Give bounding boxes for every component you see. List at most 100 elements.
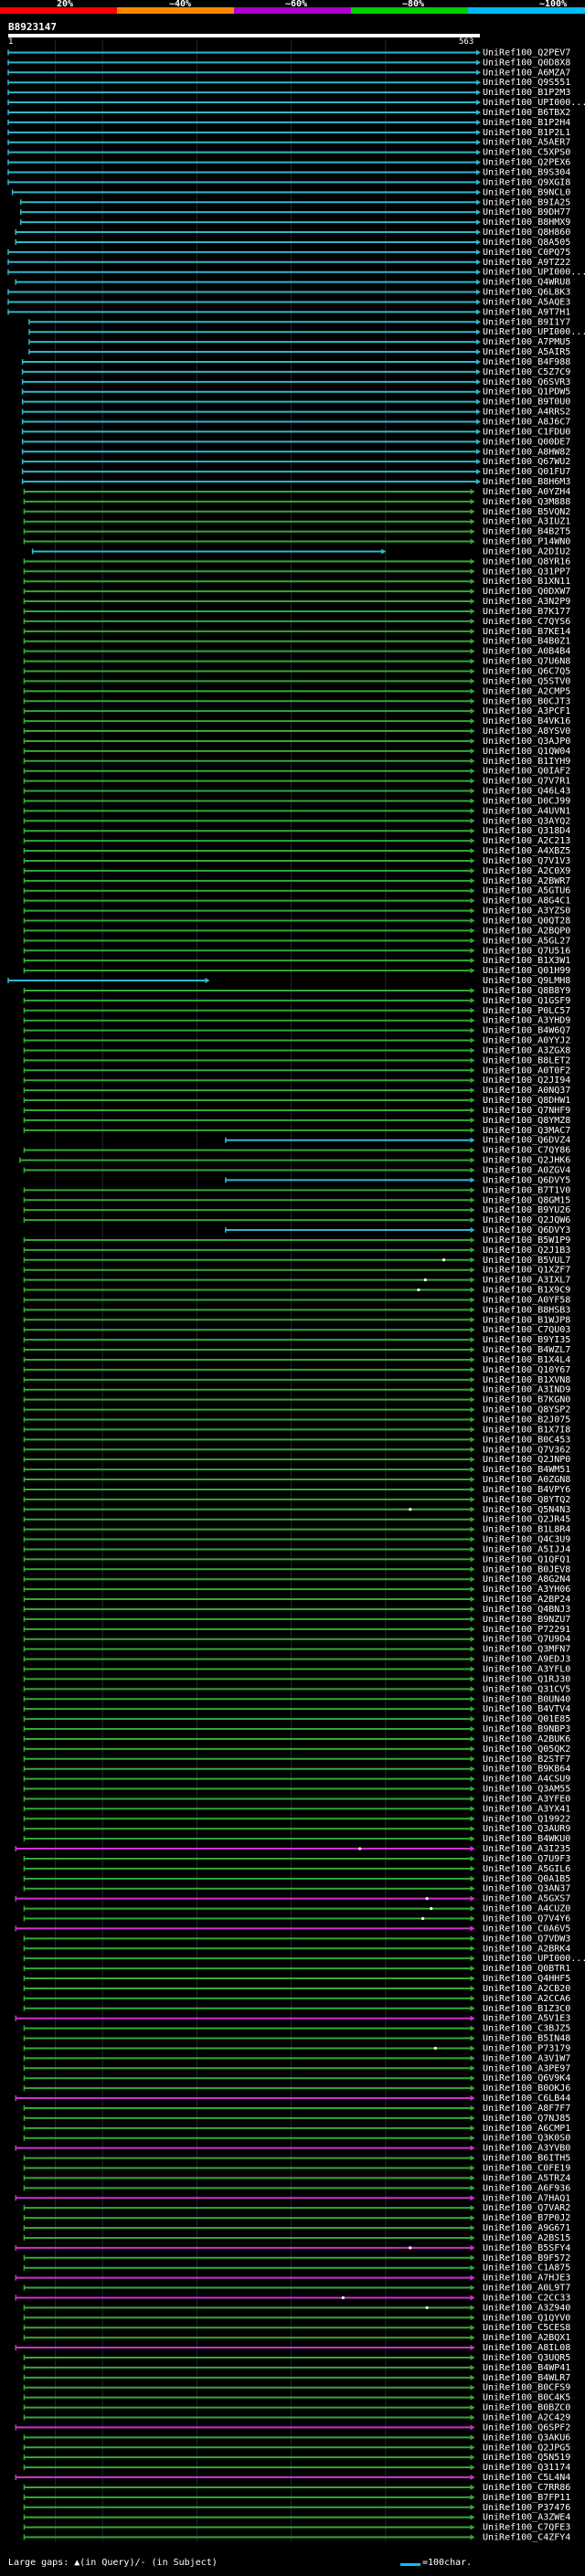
hit-row[interactable]: UniRef100_D0CJ99 [23,796,570,806]
hit-row[interactable]: UniRef100_A3Z940 [23,2303,570,2313]
hit-row[interactable]: UniRef100_A5V1E3 [15,2014,570,2024]
hit-label[interactable]: UniRef100_C7QFE3 [483,2523,570,2533]
hit-row[interactable]: UniRef100_Q0QT28 [23,917,570,927]
hit-row[interactable]: UniRef100_A2CB20 [23,1984,570,1994]
hit-label[interactable]: UniRef100_A5IJJ4 [483,1544,570,1554]
hit-row[interactable]: UniRef100_A2C213 [23,836,570,846]
hit-row[interactable]: UniRef100_A5IJJ4 [23,1544,570,1554]
hit-label[interactable]: UniRef100_A3PE97 [483,2063,570,2073]
hit-row[interactable]: UniRef100_A5TRZ4 [23,2173,570,2183]
hit-label[interactable]: UniRef100_B9I1Y7 [483,317,570,327]
hit-label[interactable]: UniRef100_A8G4C1 [483,896,570,906]
hit-row[interactable]: UniRef100_A0L9T7 [23,2284,570,2294]
hit-row[interactable]: UniRef100_B0C453 [23,1435,570,1445]
hit-label[interactable]: UniRef100_A3PCF1 [483,706,570,716]
hit-row[interactable]: UniRef100_B9NCL0 [11,187,571,197]
hit-label[interactable]: UniRef100_Q1QYV0 [483,2313,570,2323]
hit-row[interactable]: UniRef100_Q67WU2 [21,457,571,467]
hit-label[interactable]: UniRef100_Q0IAF2 [483,767,570,777]
hit-label[interactable]: UniRef100_B7KGN0 [483,1395,570,1405]
hit-label[interactable]: UniRef100_A2CMP5 [483,686,570,696]
hit-label[interactable]: UniRef100_C3BJZ5 [483,2024,570,2034]
hit-label[interactable]: UniRef100_Q2J1B3 [483,1246,570,1256]
hit-label[interactable]: UniRef100_Q7V1V3 [483,856,570,866]
hit-row[interactable]: UniRef100_B1P2H4 [7,118,570,128]
hit-row[interactable]: UniRef100_Q2JNP0 [23,1455,570,1465]
hit-row[interactable]: UniRef100_B5VQN2 [23,507,570,517]
hit-row[interactable]: UniRef100_A5AER7 [7,138,570,148]
hit-label[interactable]: UniRef100_D0CJ99 [483,796,570,806]
hit-row[interactable]: UniRef100_Q5N4N3 [23,1505,570,1515]
hit-row[interactable]: UniRef100_B7FP11 [23,2493,570,2503]
hit-label[interactable]: UniRef100_B1P2M3 [483,88,570,98]
hit-label[interactable]: UniRef100_Q8YSP2 [483,1405,570,1415]
hit-row[interactable]: UniRef100_B1IYH9 [23,757,570,767]
hit-row[interactable]: UniRef100_B4B2T5 [23,527,570,537]
hit-label[interactable]: UniRef100_Q01FU7 [483,467,570,477]
hit-label[interactable]: UniRef100_Q8GM15 [483,1195,570,1205]
hit-label[interactable]: UniRef100_Q4C3U9 [483,1535,570,1545]
hit-row[interactable]: UniRef100_B1WJP8 [23,1315,570,1325]
hit-row[interactable]: UniRef100_B0UN40 [23,1694,570,1704]
hit-row[interactable]: UniRef100_Q3AN37 [23,1884,570,1894]
hit-row[interactable]: UniRef100_B1P2M3 [7,88,570,98]
hit-label[interactable]: UniRef100_B4WZL7 [483,1345,570,1355]
hit-row[interactable]: UniRef100_Q2JR45 [23,1515,570,1525]
hit-label[interactable]: UniRef100_C5CES8 [483,2323,570,2333]
hit-label[interactable]: UniRef100_Q7U516 [483,946,570,956]
hit-label[interactable]: UniRef100_A3ZGX8 [483,1045,570,1055]
hit-label[interactable]: UniRef100_P72291 [483,1625,570,1635]
hit-row[interactable]: UniRef100_C5CES8 [23,2323,570,2333]
hit-label[interactable]: UniRef100_Q1XZF7 [483,1266,570,1276]
hit-label[interactable]: UniRef100_A6CMP1 [483,2124,570,2134]
hit-row[interactable]: UniRef100_Q6SVR3 [21,377,571,387]
hit-label[interactable]: UniRef100_B5W1P9 [483,1235,570,1246]
hit-row[interactable]: UniRef100_B7K177 [23,607,570,617]
hit-label[interactable]: UniRef100_P0LC57 [483,1006,570,1016]
hit-label[interactable]: UniRef100_Q5N519 [483,2453,570,2463]
hit-row[interactable]: UniRef100_B5VUL7 [23,1256,570,1266]
hit-row[interactable]: UniRef100_Q1QW04 [23,747,570,757]
hit-row[interactable]: UniRef100_C6LB44 [15,2094,570,2104]
hit-row[interactable]: UniRef100_Q9S551 [7,78,570,88]
hit-label[interactable]: UniRef100_A7HJE3 [483,2274,570,2284]
hit-row[interactable]: UniRef100_A3PCF1 [23,706,570,716]
hit-row[interactable]: UniRef100_Q6DVY5 [225,1175,571,1185]
hit-label[interactable]: UniRef100_A2CB20 [483,1984,570,1994]
hit-row[interactable]: UniRef100_Q3AKU6 [23,2433,570,2443]
hit-row[interactable]: UniRef100_A4CSU9 [23,1775,570,1785]
hit-row[interactable]: UniRef100_B4F988 [21,357,571,367]
hit-row[interactable]: UniRef100_B1X3W1 [23,956,570,966]
hit-label[interactable]: UniRef100_A8G2N4 [483,1574,570,1585]
hit-label[interactable]: UniRef100_B8HMX9 [483,217,570,228]
hit-label[interactable]: UniRef100_A2BUK6 [483,1734,570,1744]
hit-label[interactable]: UniRef100_A4XBZ5 [483,846,570,856]
hit-row[interactable]: UniRef100_B7KE14 [23,627,570,637]
hit-label[interactable]: UniRef100_A8HW82 [483,447,570,457]
hit-label[interactable]: UniRef100_Q2JI94 [483,1076,570,1086]
hit-label[interactable]: UniRef100_Q9LMH8 [483,976,570,986]
hit-row[interactable]: UniRef100_B7P0J2 [23,2213,570,2223]
hit-label[interactable]: UniRef100_Q4HHF5 [483,1974,570,1984]
hit-row[interactable]: UniRef100_A3YX41 [23,1804,570,1814]
hit-label[interactable]: UniRef100_A0T0F2 [483,1065,570,1076]
hit-row[interactable]: UniRef100_A8J6C7 [21,418,571,428]
hit-label[interactable]: UniRef100_C5Z7C9 [483,367,570,377]
hit-row[interactable]: UniRef100_B6ITH5 [23,2154,570,2164]
hit-row[interactable]: UniRef100_A6MZA7 [7,68,570,78]
hit-label[interactable]: UniRef100_Q67WU2 [483,457,570,467]
hit-label[interactable]: UniRef100_B4VTV4 [483,1704,570,1714]
hit-label[interactable]: UniRef100_Q3AN37 [483,1884,570,1894]
hit-row[interactable]: UniRef100_B2STF7 [23,1754,570,1765]
hit-label[interactable]: UniRef100_Q3AUR9 [483,1824,570,1834]
hit-label[interactable]: UniRef100_C5XPS0 [483,148,570,158]
hit-row[interactable]: UniRef100_Q01E85 [23,1714,570,1724]
hit-label[interactable]: UniRef100_Q7V4Y6 [483,1914,570,1924]
hit-label[interactable]: UniRef100_B9NBP3 [483,1724,570,1734]
hit-label[interactable]: UniRef100_Q2JNP0 [483,1455,570,1465]
hit-label[interactable]: UniRef100_Q1RJ30 [483,1674,570,1684]
hit-row[interactable]: UniRef100_Q31CV5 [23,1684,570,1694]
hit-label[interactable]: UniRef100_A3YZS0 [483,906,570,917]
hit-label[interactable]: UniRef100_B8HSB3 [483,1305,570,1315]
hit-row[interactable]: UniRef100_B4W6Q7 [23,1026,570,1036]
